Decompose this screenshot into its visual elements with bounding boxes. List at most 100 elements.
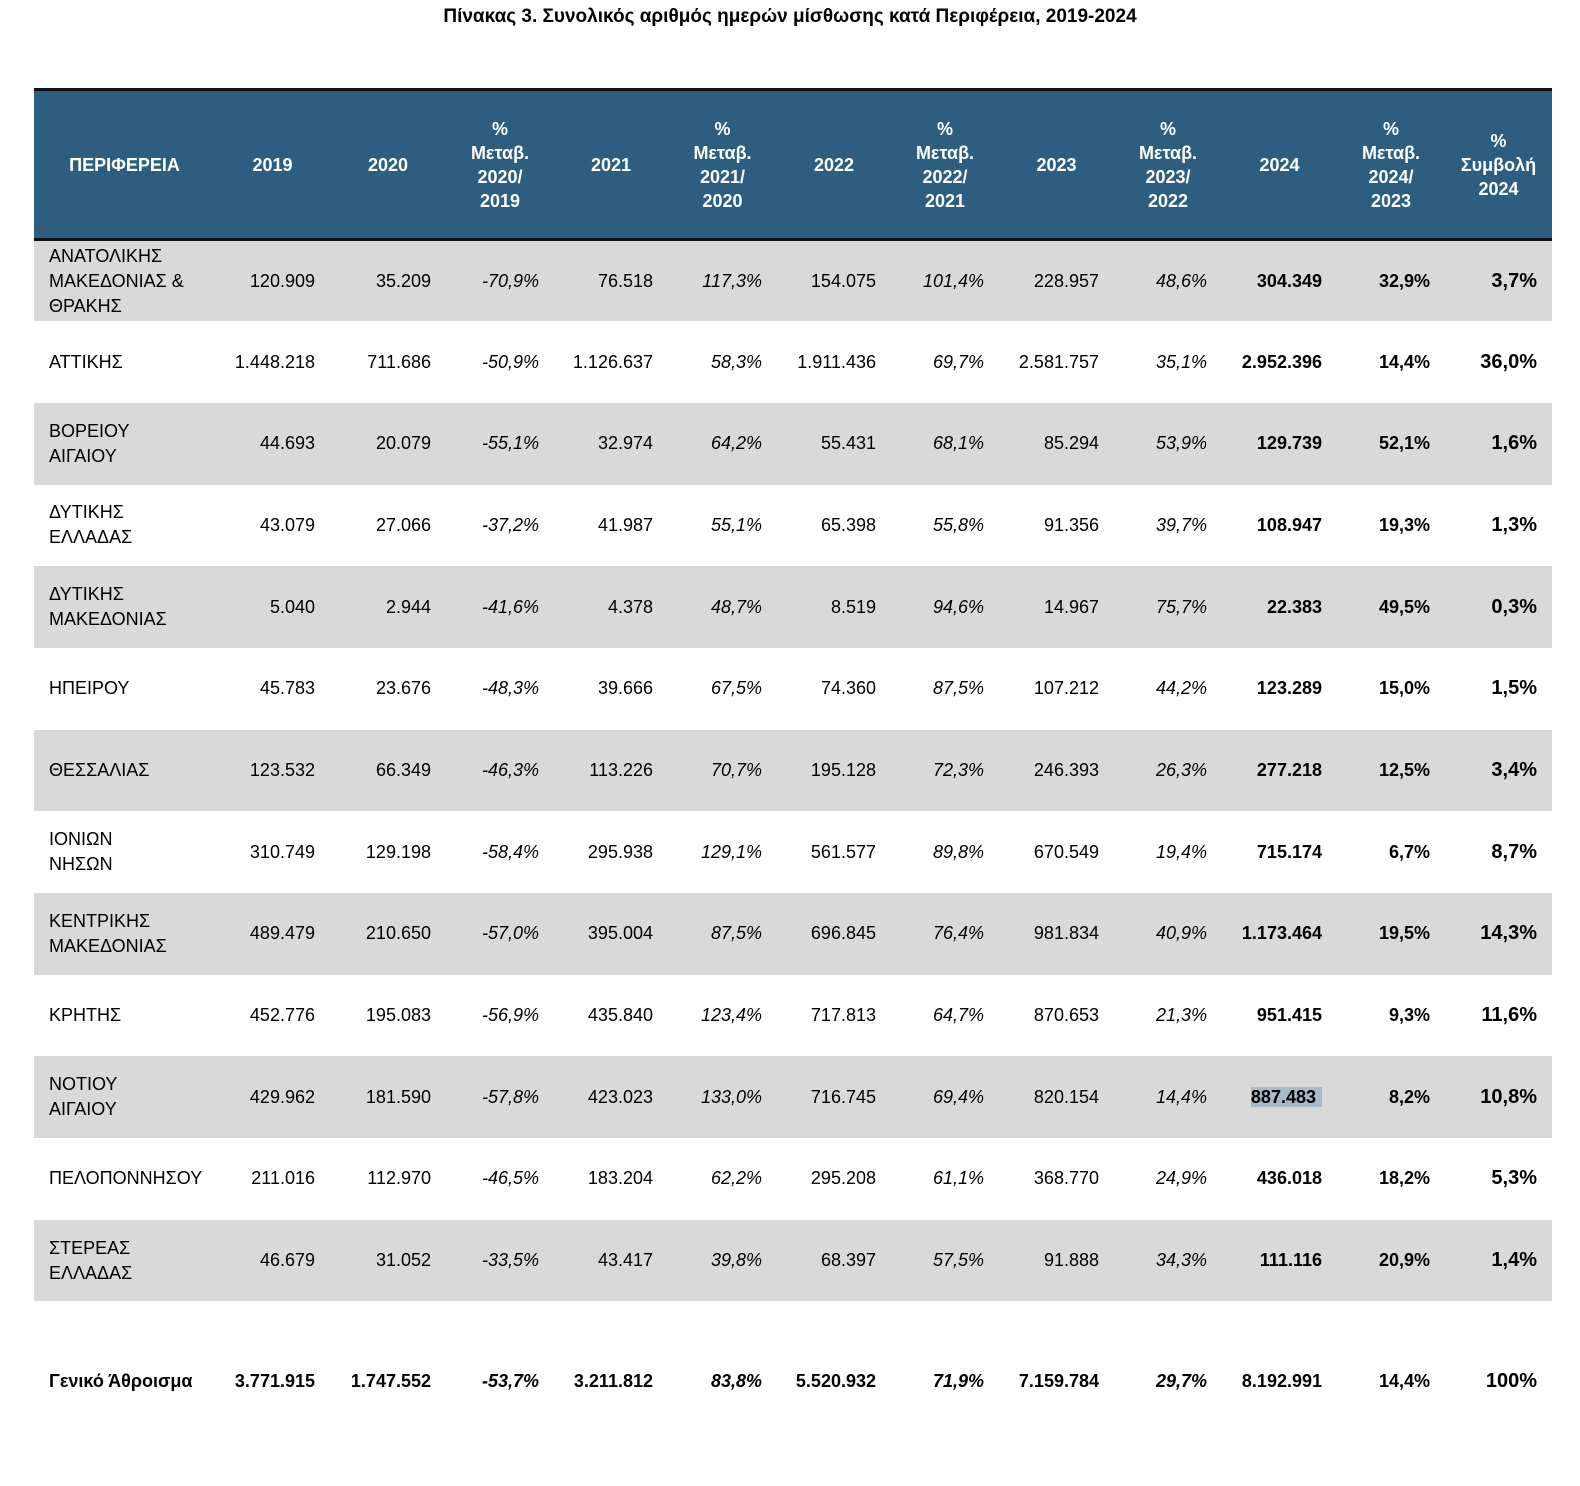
column-header-line: 2023 — [1370, 190, 1412, 211]
table-row: ΝΟΤΙΟΥ ΑΙΓΑΙΟΥ 429.962 181.590 -57,8% 423.023… — [34, 1056, 1552, 1139]
column-header: 2022 — [777, 88, 891, 241]
cell-p2023: 75,7% — [1155, 596, 1207, 617]
region-line: ΚΕΝΤΡΙΚΗΣ — [49, 910, 151, 931]
cell-p2021: 62,2% — [710, 1168, 762, 1189]
cell-p2022: 87,5% — [932, 678, 984, 699]
column-header-line: 2021 — [924, 190, 966, 211]
cell-p2022: 71,9% — [932, 1370, 984, 1391]
region-line: ΜΑΚΕΔΟΝΙΑΣ & — [49, 270, 184, 291]
region-line: ΠΕΛΟΠΟΝΝΗΣΟΥ — [49, 1168, 203, 1189]
cell-p2021: 67,5% — [710, 678, 762, 699]
column-header-line: 2019 — [252, 154, 293, 175]
cell-v2020: 181.590 — [365, 1086, 431, 1107]
region-line: ΘΡΑΚΗΣ — [49, 295, 122, 316]
region-line: ΗΠΕΙΡΟΥ — [49, 678, 130, 699]
cell-p2022: 69,4% — [932, 1086, 984, 1107]
cell-p2020: -50,9% — [481, 351, 539, 372]
cell-v2023: 368.770 — [1033, 1168, 1099, 1189]
column-header: 2021 — [554, 88, 668, 241]
cell-v2021: 1.126.637 — [572, 351, 653, 372]
cell-p2022: 89,8% — [932, 841, 984, 862]
cell-v2020: 129.198 — [365, 841, 431, 862]
column-header-line: 2021/ — [699, 166, 746, 187]
table-row: ΔΥΤΙΚΗΣ ΜΑΚΕΔΟΝΙΑΣ 5.040 2.944 -41,6% 4.378 48… — [34, 566, 1552, 648]
region-line: ΜΑΚΕΔΟΝΙΑΣ — [49, 609, 167, 630]
column-header-line: % — [714, 118, 731, 139]
cell-v2020: 27.066 — [375, 514, 431, 535]
column-header-line: ΠΕΡΙΦΕΡΕΙΑ — [69, 154, 180, 175]
cell-v2021: 41.987 — [597, 514, 653, 535]
cell-v2021: 4.378 — [607, 596, 653, 617]
cell-p2024: 8,2% — [1388, 1086, 1430, 1107]
cell-p2023: 29,7% — [1155, 1370, 1207, 1391]
cell-p2020: -48,3% — [481, 678, 539, 699]
spacer-row — [34, 1301, 1552, 1340]
cell-share: 3,4% — [1491, 758, 1537, 781]
cell-p2023: 35,1% — [1155, 351, 1207, 372]
cell-p2024: 18,2% — [1378, 1168, 1430, 1189]
cell-v2023: 7.159.784 — [1018, 1370, 1099, 1391]
column-header-line: % — [1490, 130, 1507, 151]
cell-v2019: 123.532 — [249, 759, 315, 780]
cell-p2021: 83,8% — [710, 1370, 762, 1391]
cell-v2020: 2.944 — [385, 596, 431, 617]
cell-p2022: 68,1% — [932, 433, 984, 454]
cell-p2023: 24,9% — [1155, 1168, 1207, 1189]
column-header: 2020 — [330, 88, 446, 241]
region-cell: ΚΡΗΤΗΣ — [34, 975, 215, 1057]
cell-p2024: 14,4% — [1378, 1370, 1430, 1391]
column-header-line: 2020/ — [477, 166, 523, 187]
column-header-line: % — [1382, 118, 1399, 139]
cell-p2023: 44,2% — [1155, 678, 1207, 699]
cell-v2019: 3.771.915 — [234, 1370, 315, 1391]
cell-v2022: 295.208 — [810, 1168, 876, 1189]
cell-p2024: 32,9% — [1378, 270, 1430, 291]
region-cell: ΒΟΡΕΙΟΥ ΑΙΓΑΙΟΥ — [34, 403, 215, 485]
cell-p2021: 117,3% — [702, 270, 762, 291]
column-header-line: 2020 — [367, 154, 409, 175]
cell-v2024: 2.952.396 — [1241, 351, 1322, 372]
cell-v2022: 716.745 — [810, 1086, 876, 1107]
column-header-line: Μεταβ. — [1138, 142, 1198, 163]
cell-v2024: 8.192.991 — [1241, 1370, 1322, 1391]
cell-p2021: 129,1% — [700, 841, 762, 862]
cell-p2021: 39,8% — [710, 1250, 762, 1271]
selected-text[interactable]: 887.483 — [1250, 1086, 1322, 1107]
table-row: ΗΠΕΙΡΟΥ 45.783 23.676 -48,3% 39.666 67,5% 74.3… — [34, 648, 1552, 730]
cell-p2020: -70,9% — [481, 270, 539, 291]
cell-v2024: 129.739 — [1256, 433, 1322, 454]
table-header: ΠΕΡΙΦΕΡΕΙΑ 2019 2020% Μεταβ. 2020/2019 2021 % Μ… — [34, 88, 1552, 241]
cell-v2024: 111.116 — [1259, 1250, 1322, 1271]
cell-p2022: 57,5% — [932, 1250, 984, 1271]
cell-v2024: 951.415 — [1256, 1005, 1322, 1026]
cell-p2023: 21,3% — [1155, 1005, 1207, 1026]
cell-v2019: 310.749 — [249, 841, 315, 862]
table-row: ΚΡΗΤΗΣ 452.776 195.083 -56,9% 435.840 123,4% 7… — [34, 975, 1552, 1057]
cell-v2024: 436.018 — [1256, 1168, 1322, 1189]
cell-v2022: 55.431 — [820, 433, 876, 454]
cell-v2021: 32.974 — [597, 433, 653, 454]
cell-v2020: 20.079 — [375, 433, 431, 454]
column-header: % Μεταβ. 2024/2023 — [1337, 88, 1445, 241]
cell-v2022: 74.360 — [820, 678, 876, 699]
cell-v2024: 123.289 — [1256, 678, 1322, 699]
cell-v2024: 715.174 — [1256, 841, 1322, 862]
cell-v2020: 711.686 — [367, 351, 431, 372]
column-header-line: 2019 — [479, 190, 521, 211]
cell-v2022: 68.397 — [820, 1250, 876, 1271]
cell-p2023: 53,9% — [1155, 433, 1207, 454]
cell-v2023: 85.294 — [1043, 433, 1099, 454]
cell-p2022: 61,1% — [932, 1168, 984, 1189]
cell-v2019: 120.909 — [249, 270, 315, 291]
cell-p2021: 64,2% — [710, 433, 762, 454]
cell-v2023: 2.581.757 — [1018, 351, 1099, 372]
cell-share: 36,0% — [1480, 350, 1537, 373]
cell-v2021: 43.417 — [597, 1250, 653, 1271]
cell-p2020: -55,1% — [481, 433, 539, 454]
column-header: 2023 — [999, 88, 1114, 241]
cell-p2021: 70,7% — [710, 759, 762, 780]
cell-v2019: 429.962 — [249, 1086, 315, 1107]
cell-v2021: 3.211.812 — [573, 1370, 653, 1391]
region-line: Γενικό Άθροισμα — [49, 1370, 193, 1391]
cell-v2023: 228.957 — [1033, 270, 1099, 291]
